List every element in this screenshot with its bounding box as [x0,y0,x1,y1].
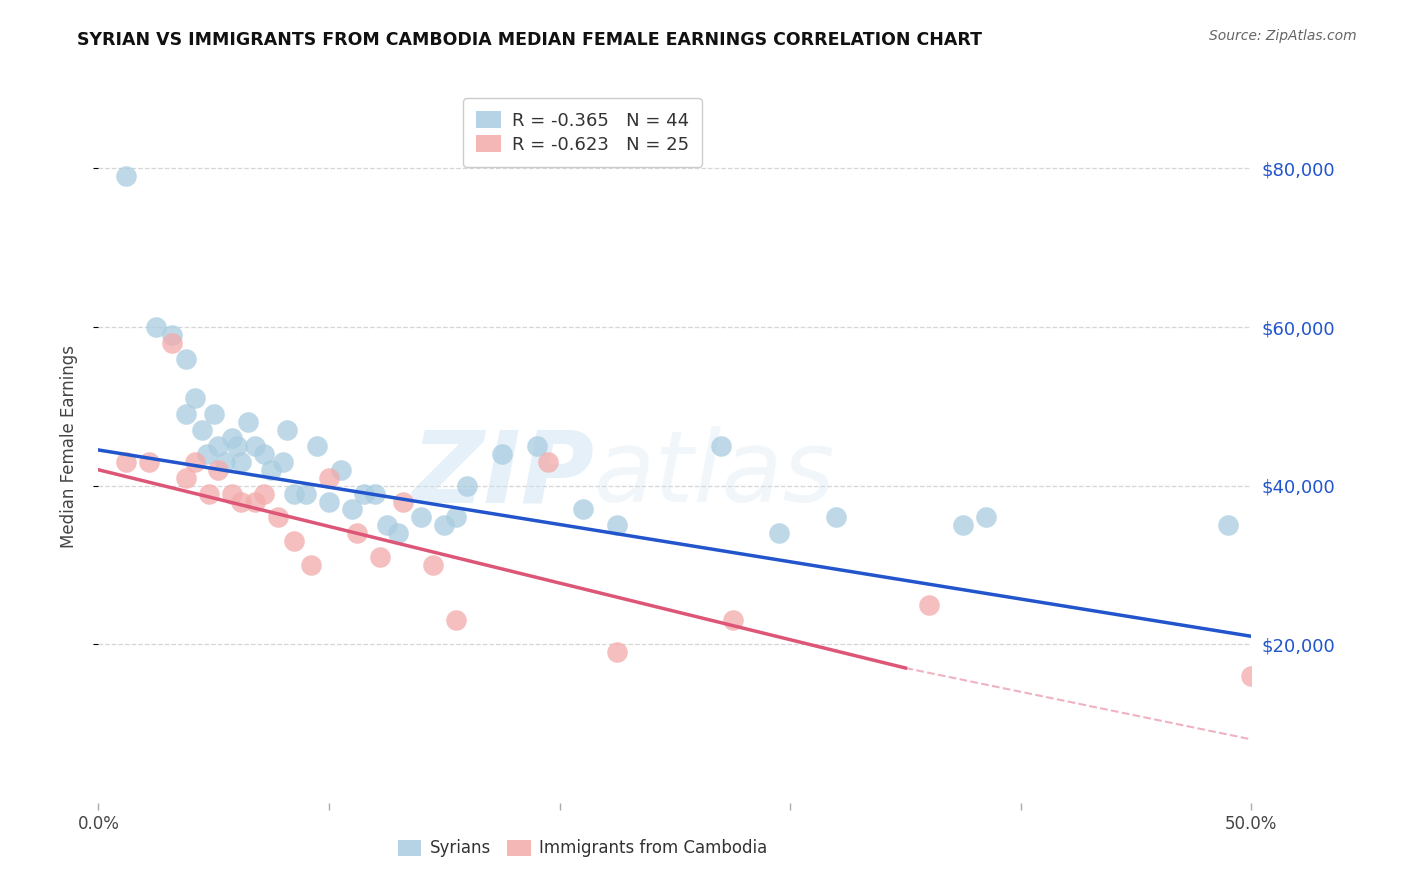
Point [444,614,467,628]
Point [917,598,939,612]
Point [283,486,305,500]
Point [346,526,368,541]
Point [825,510,848,524]
Point [283,534,305,549]
Point [198,486,221,500]
Point [295,486,318,500]
Text: atlas: atlas [595,426,835,523]
Point [260,463,283,477]
Point [184,455,207,469]
Point [245,494,267,508]
Point [214,455,236,469]
Point [160,328,183,343]
Point [115,169,138,184]
Text: ZIP: ZIP [411,426,595,523]
Point [225,439,247,453]
Point [353,486,375,500]
Point [245,439,267,453]
Point [422,558,444,572]
Point [318,471,340,485]
Point [174,471,197,485]
Point [231,455,253,469]
Point [207,463,229,477]
Point [526,439,548,453]
Point [299,558,322,572]
Point [387,526,409,541]
Text: SYRIAN VS IMMIGRANTS FROM CAMBODIA MEDIAN FEMALE EARNINGS CORRELATION CHART: SYRIAN VS IMMIGRANTS FROM CAMBODIA MEDIA… [77,31,983,49]
Point [375,518,398,533]
Point [571,502,593,516]
Point [318,494,340,508]
Point [364,486,387,500]
Point [221,431,243,445]
Point [238,415,260,429]
Point [115,455,138,469]
Point [138,455,160,469]
Point [174,407,197,421]
Point [340,502,363,516]
Point [974,510,997,524]
Point [368,549,391,564]
Point [221,486,243,500]
Point [433,518,456,533]
Point [174,351,197,366]
Point [184,392,207,406]
Point [253,447,276,461]
Point [329,463,352,477]
Point [952,518,974,533]
Point [202,407,225,421]
Point [710,439,733,453]
Point [145,320,167,334]
Point [1218,518,1240,533]
Point [456,478,478,492]
Point [1240,669,1263,683]
Legend: Syrians, Immigrants from Cambodia: Syrians, Immigrants from Cambodia [389,831,776,866]
Point [411,510,433,524]
Point [276,423,298,437]
Point [768,526,790,541]
Y-axis label: Median Female Earnings: Median Female Earnings [59,344,77,548]
Point [307,439,329,453]
Point [253,486,276,500]
Point [267,510,290,524]
Point [606,518,628,533]
Point [195,447,218,461]
Point [491,447,513,461]
Point [537,455,560,469]
Point [444,510,467,524]
Point [391,494,413,508]
Text: Source: ZipAtlas.com: Source: ZipAtlas.com [1209,29,1357,43]
Point [271,455,294,469]
Point [231,494,253,508]
Point [606,645,628,659]
Point [721,614,744,628]
Point [207,439,229,453]
Point [160,335,183,350]
Point [191,423,214,437]
